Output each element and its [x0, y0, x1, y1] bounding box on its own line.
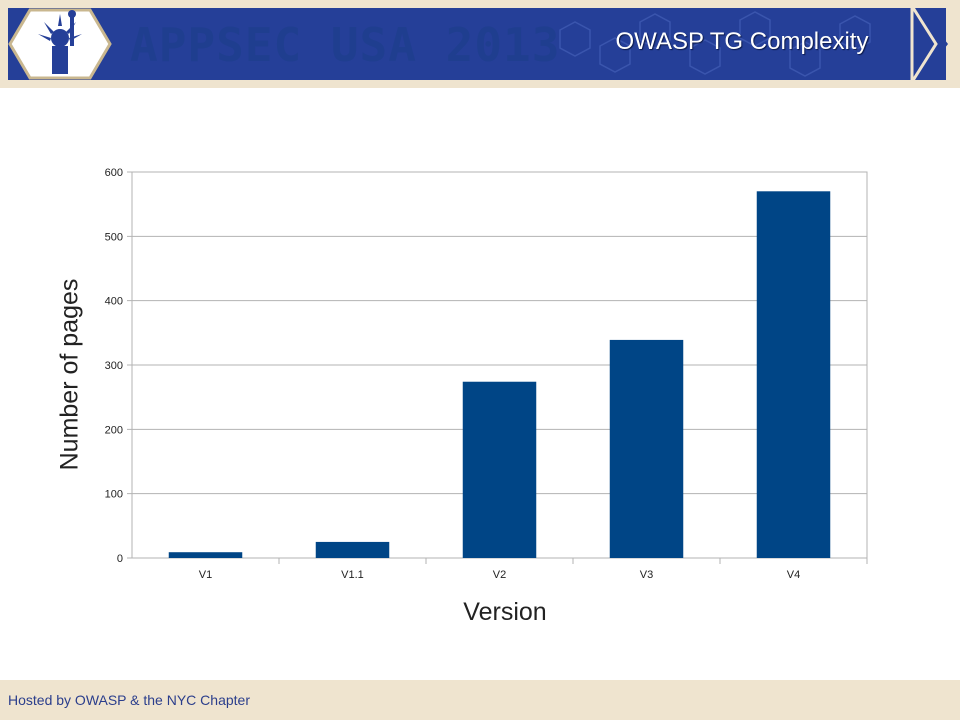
- y-tick-label: 400: [105, 296, 123, 308]
- y-tick-label: 300: [105, 360, 123, 372]
- y-axis-title: Number of pages: [55, 278, 84, 471]
- x-tick-label: V3: [640, 569, 653, 581]
- y-tick-label: 600: [105, 167, 123, 179]
- x-tick-label: V1.1: [341, 569, 364, 581]
- banner-arrow-outline: [910, 0, 938, 88]
- y-tick-label: 200: [105, 424, 123, 436]
- banner-arrow-tip: [920, 8, 948, 80]
- banner-ribbon: [8, 8, 946, 80]
- y-tick-label: 0: [117, 553, 123, 565]
- slide-title: OWASP TG Complexity: [615, 28, 869, 55]
- x-axis-title: Version: [463, 598, 547, 626]
- header-banner: APPSEC USA 2013 OWASP TG Complexity: [0, 0, 960, 88]
- x-tick-label: V1: [199, 569, 212, 581]
- x-tick-label: V4: [787, 569, 800, 581]
- bar-v1-1: [315, 541, 390, 558]
- x-axis-ticks: V1 V1.1 V2 V3 V4: [199, 558, 868, 581]
- banner-graphic: [8, 0, 948, 88]
- x-tick-label: V2: [493, 569, 506, 581]
- bar-v3: [609, 339, 684, 558]
- bar-v2: [462, 381, 537, 558]
- hex-pattern: [559, 11, 871, 77]
- bars: [168, 191, 831, 559]
- statue-of-liberty-icon: [38, 10, 82, 74]
- y-tick-label: 100: [105, 489, 123, 501]
- y-axis-ticks: 0 100 200 300 400 500 600: [105, 167, 123, 565]
- event-logo-text: APPSEC USA 2013: [130, 18, 561, 72]
- bar-v4: [756, 191, 831, 559]
- footer-text: Hosted by OWASP & the NYC Chapter: [8, 692, 250, 708]
- footer-bar: Hosted by OWASP & the NYC Chapter: [0, 680, 960, 720]
- bar-v1: [168, 552, 243, 558]
- y-tick-label: 500: [105, 231, 123, 243]
